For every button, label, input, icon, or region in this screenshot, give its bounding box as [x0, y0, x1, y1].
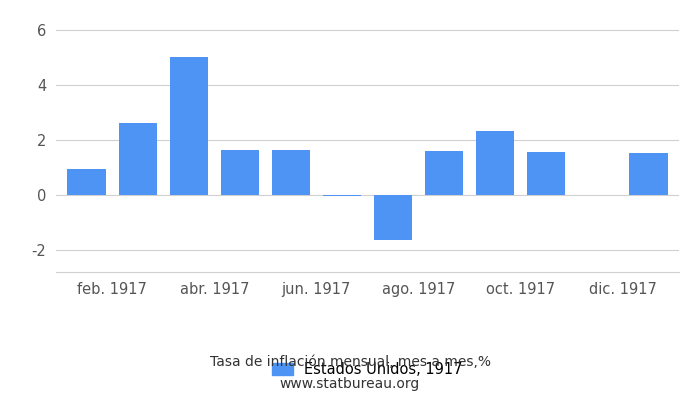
Bar — [272, 150, 310, 195]
Bar — [425, 151, 463, 195]
Bar — [527, 152, 566, 195]
Bar — [220, 150, 259, 195]
Bar — [629, 153, 668, 195]
Bar — [476, 131, 514, 195]
Legend: Estados Unidos, 1917: Estados Unidos, 1917 — [272, 362, 463, 377]
Text: Tasa de inflación mensual, mes a mes,%: Tasa de inflación mensual, mes a mes,% — [209, 355, 491, 369]
Bar — [118, 123, 157, 195]
Bar — [67, 169, 106, 195]
Bar — [374, 195, 412, 240]
Bar — [169, 57, 208, 195]
Bar — [323, 195, 361, 196]
Text: www.statbureau.org: www.statbureau.org — [280, 377, 420, 391]
